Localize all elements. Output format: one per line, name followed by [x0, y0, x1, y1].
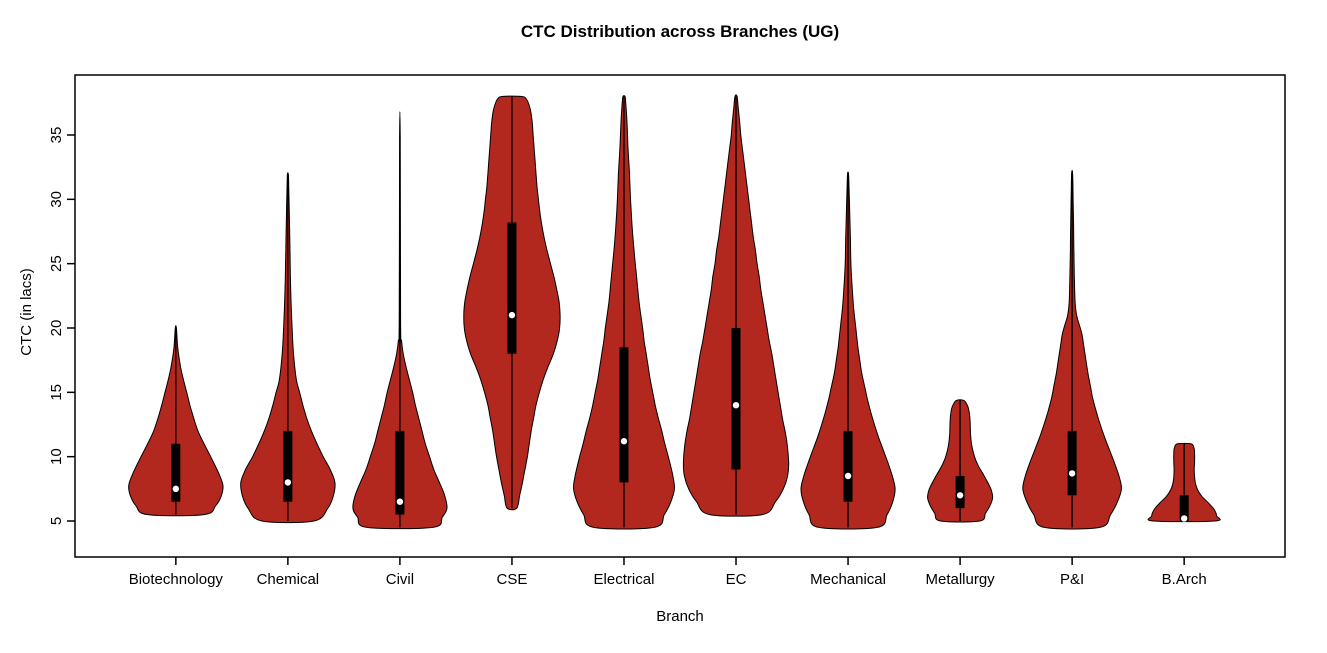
y-tick-label: 25: [48, 255, 65, 272]
x-tick-label: Chemical: [257, 571, 320, 588]
chart-title: CTC Distribution across Branches (UG): [520, 22, 840, 41]
y-tick-label: 10: [48, 448, 65, 465]
median-dot: [1068, 470, 1076, 477]
x-tick-label: EC: [726, 571, 747, 588]
iqr-box: [619, 347, 629, 483]
iqr-box: [507, 222, 517, 354]
iqr-box: [171, 443, 181, 502]
x-tick-label: Electrical: [594, 571, 655, 588]
x-tick-label: Metallurgy: [925, 571, 995, 588]
median-dot: [508, 311, 516, 319]
median-dot: [956, 492, 964, 499]
x-tick-label: P&I: [1060, 571, 1084, 588]
median-dot: [844, 472, 852, 480]
median-dot: [620, 438, 628, 445]
x-tick-label: Biotechnology: [129, 571, 224, 588]
median-dot: [172, 485, 180, 493]
x-tick-label: Civil: [386, 571, 414, 588]
iqr-box: [731, 327, 741, 470]
iqr-box: [843, 430, 853, 502]
y-tick-label: 30: [48, 191, 65, 208]
iqr-box: [955, 475, 965, 509]
median-dot: [396, 498, 404, 505]
iqr-box: [395, 430, 405, 515]
x-tick-label: CSE: [497, 571, 528, 588]
median-dot: [284, 479, 292, 486]
y-tick-label: 35: [48, 127, 65, 144]
median-dot: [732, 401, 740, 409]
plot-frame: [74, 74, 1286, 558]
x-axis-label: Branch: [656, 608, 704, 625]
y-tick-label: 20: [48, 320, 65, 337]
y-tick-label: 5: [48, 517, 65, 525]
iqr-box: [283, 430, 293, 502]
x-tick-label: Mechanical: [810, 571, 886, 588]
iqr-box: [1067, 430, 1077, 496]
x-tick-label: B.Arch: [1162, 571, 1207, 588]
y-tick-label: 15: [48, 384, 65, 401]
median-dot: [1180, 515, 1188, 522]
iqr-box: [1179, 495, 1189, 521]
